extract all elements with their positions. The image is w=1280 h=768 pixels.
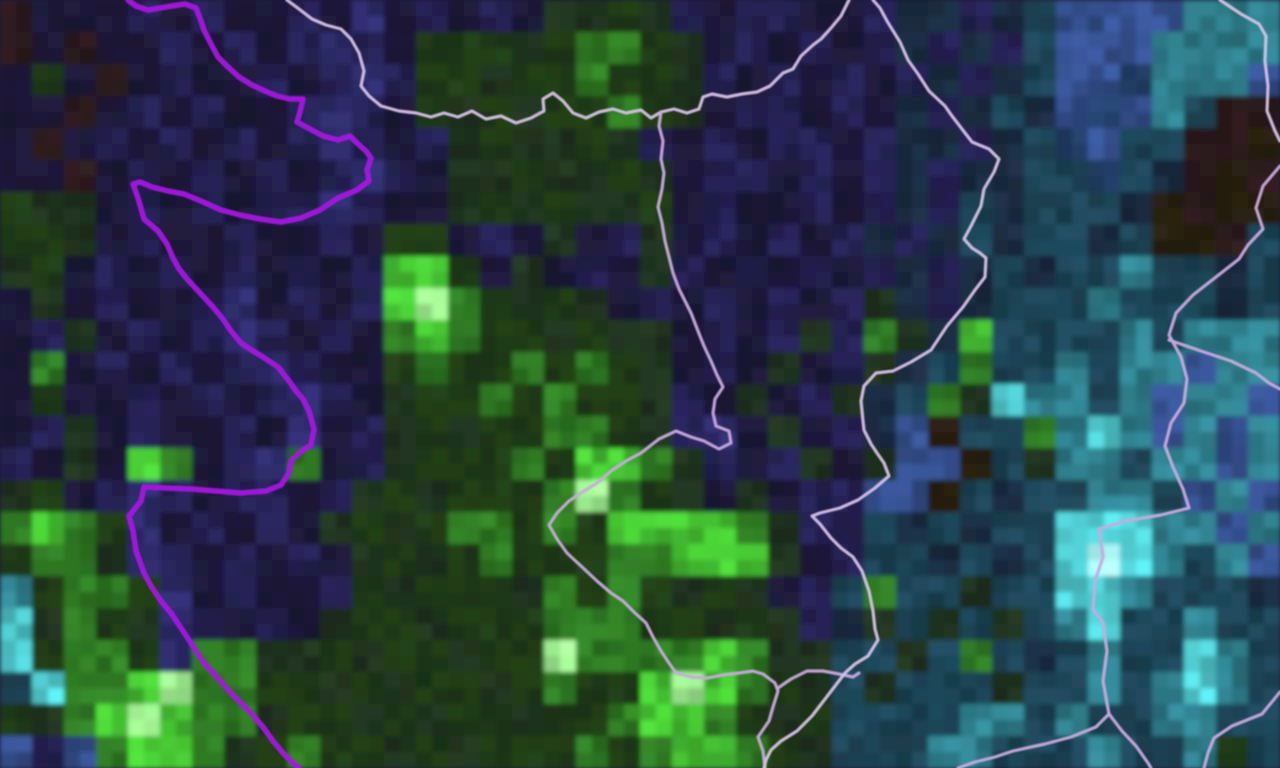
admin-border-central bbox=[547, 110, 780, 768]
admin-border-southeast-corner bbox=[1202, 690, 1280, 768]
admin-border-northeast-corner bbox=[1218, 0, 1280, 143]
admin-border-central-east-spur bbox=[776, 669, 861, 690]
admin-border-north bbox=[285, 0, 851, 125]
admin-border-east-main bbox=[956, 164, 1280, 768]
admin-borders-layer bbox=[125, 0, 1280, 768]
admin-border-east-spur bbox=[1167, 338, 1280, 391]
admin-border-northeast bbox=[762, 0, 1001, 768]
admin-border-west-thick bbox=[125, 0, 374, 768]
admin-border-east-fork bbox=[1107, 712, 1153, 768]
